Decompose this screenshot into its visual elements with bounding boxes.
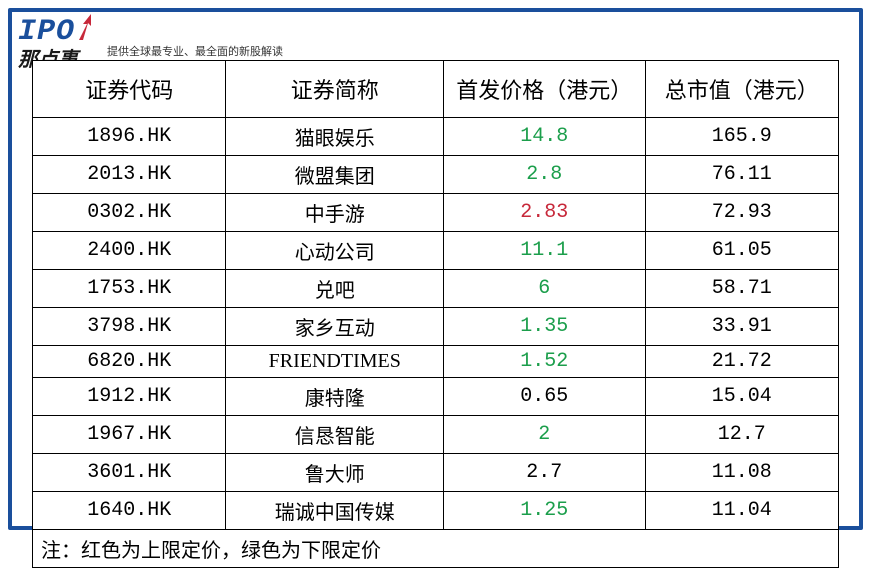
cap-cell: 58.71 <box>645 270 838 308</box>
tagline: 提供全球最专业、最全面的新股解读 <box>107 43 283 59</box>
note-cell: 注：红色为上限定价，绿色为下限定价 <box>33 530 839 568</box>
table-header-row: 证券代码证券简称首发价格（港元）总市值（港元） <box>33 61 839 118</box>
price-cell: 1.25 <box>444 492 646 530</box>
table-row: 1753.HK兑吧658.71 <box>33 270 839 308</box>
price-cell: 6 <box>444 270 646 308</box>
code-cell: 1912.HK <box>33 378 226 416</box>
name-cell: 微盟集团 <box>226 156 444 194</box>
price-cell: 0.65 <box>444 378 646 416</box>
table-row: 1967.HK信恳智能212.7 <box>33 416 839 454</box>
code-cell: 1753.HK <box>33 270 226 308</box>
price-cell: 2.7 <box>444 454 646 492</box>
code-cell: 2400.HK <box>33 232 226 270</box>
cap-cell: 76.11 <box>645 156 838 194</box>
code-cell: 3601.HK <box>33 454 226 492</box>
table-row: 2013.HK微盟集团2.876.11 <box>33 156 839 194</box>
name-cell: 康特隆 <box>226 378 444 416</box>
table-row: 0302.HK中手游2.8372.93 <box>33 194 839 232</box>
cap-cell: 165.9 <box>645 118 838 156</box>
logo-arrow-icon <box>77 12 95 47</box>
name-cell: 家乡互动 <box>226 308 444 346</box>
table-container: 证券代码证券简称首发价格（港元）总市值（港元） 1896.HK猫眼娱乐14.81… <box>32 60 839 506</box>
table-row: 3601.HK鲁大师2.711.08 <box>33 454 839 492</box>
price-cell: 2.83 <box>444 194 646 232</box>
code-cell: 1640.HK <box>33 492 226 530</box>
cap-cell: 11.08 <box>645 454 838 492</box>
name-cell: 心动公司 <box>226 232 444 270</box>
name-cell: 信恳智能 <box>226 416 444 454</box>
price-cell: 2.8 <box>444 156 646 194</box>
code-cell: 2013.HK <box>33 156 226 194</box>
ipo-table: 证券代码证券简称首发价格（港元）总市值（港元） 1896.HK猫眼娱乐14.81… <box>32 60 839 568</box>
code-cell: 1967.HK <box>33 416 226 454</box>
table-row: 6820.HKFRIENDTIMES1.5221.72 <box>33 346 839 378</box>
code-cell: 1896.HK <box>33 118 226 156</box>
price-cell: 1.52 <box>444 346 646 378</box>
name-cell: FRIENDTIMES <box>226 346 444 378</box>
table-row: 2400.HK心动公司11.161.05 <box>33 232 839 270</box>
name-cell: 鲁大师 <box>226 454 444 492</box>
table-row: 1896.HK猫眼娱乐14.8165.9 <box>33 118 839 156</box>
table-header-cell: 证券代码 <box>33 61 226 118</box>
table-row: 1640.HK瑞诚中国传媒1.2511.04 <box>33 492 839 530</box>
table-row: 1912.HK康特隆0.6515.04 <box>33 378 839 416</box>
code-cell: 3798.HK <box>33 308 226 346</box>
code-cell: 0302.HK <box>33 194 226 232</box>
cap-cell: 11.04 <box>645 492 838 530</box>
cap-cell: 21.72 <box>645 346 838 378</box>
table-header-cell: 首发价格（港元） <box>444 61 646 118</box>
cap-cell: 72.93 <box>645 194 838 232</box>
cap-cell: 61.05 <box>645 232 838 270</box>
code-cell: 6820.HK <box>33 346 226 378</box>
table-row: 3798.HK家乡互动1.3533.91 <box>33 308 839 346</box>
cap-cell: 33.91 <box>645 308 838 346</box>
name-cell: 猫眼娱乐 <box>226 118 444 156</box>
name-cell: 中手游 <box>226 194 444 232</box>
table-header-cell: 总市值（港元） <box>645 61 838 118</box>
price-cell: 2 <box>444 416 646 454</box>
note-row: 注：红色为上限定价，绿色为下限定价 <box>33 530 839 568</box>
cap-cell: 12.7 <box>645 416 838 454</box>
name-cell: 兑吧 <box>226 270 444 308</box>
price-cell: 14.8 <box>444 118 646 156</box>
name-cell: 瑞诚中国传媒 <box>226 492 444 530</box>
price-cell: 11.1 <box>444 232 646 270</box>
cap-cell: 15.04 <box>645 378 838 416</box>
price-cell: 1.35 <box>444 308 646 346</box>
table-header-cell: 证券简称 <box>226 61 444 118</box>
